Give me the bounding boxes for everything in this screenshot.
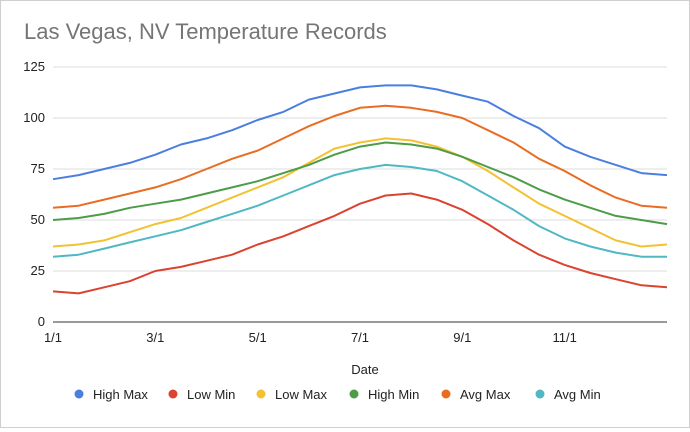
x-tick-label: 9/1 [453,330,471,345]
legend-marker [74,389,84,399]
legend-label: High Max [93,387,148,402]
legend-label: Low Min [187,387,235,402]
y-tick-label: 125 [23,59,45,74]
x-tick-label: 1/1 [44,330,62,345]
chart-title: Las Vegas, NV Temperature Records [24,19,387,44]
series-line-avg-min [52,163,667,258]
x-tick-label: 3/1 [146,330,164,345]
x-axis-title: Date [351,362,378,377]
x-tick-label: 11/1 [552,330,576,345]
series-line-high-max [52,84,668,181]
legend-marker [168,389,178,399]
series-line-avg-max [52,104,668,209]
y-tick-label: 25 [31,263,45,278]
legend-label: Avg Min [554,387,601,402]
legend-label: High Min [368,387,419,402]
series-line-high-min [52,141,668,226]
legend-label: Avg Max [460,387,511,402]
legend-marker [349,389,359,399]
legend-label: Low Max [275,387,328,402]
y-tick-label: 50 [31,212,45,227]
legend-marker [256,389,266,399]
x-tick-label: 5/1 [249,330,267,345]
legend-marker [535,389,545,399]
y-tick-label: 100 [23,110,45,125]
legend-marker [441,389,451,399]
x-tick-label: 7/1 [351,330,369,345]
series-line-low-max [52,137,668,248]
y-tick-label: 75 [31,161,45,176]
series-line-low-min [52,192,668,295]
y-tick-label: 0 [38,314,45,329]
